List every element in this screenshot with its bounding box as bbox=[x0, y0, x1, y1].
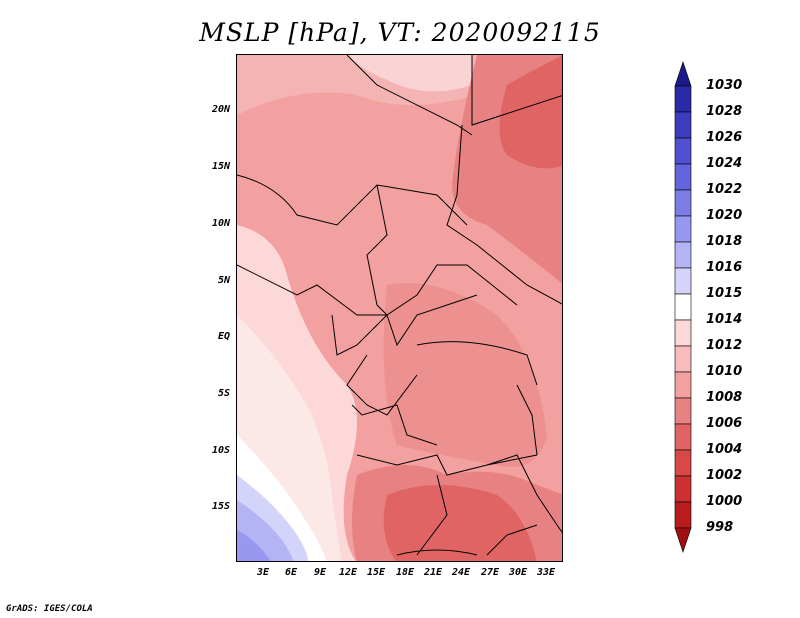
lat-label: 5N bbox=[217, 275, 230, 286]
lon-label: 33E bbox=[537, 567, 556, 578]
lat-label: 20N bbox=[211, 104, 230, 115]
lat-label: 10N bbox=[211, 218, 230, 229]
footer-credit: GrADS: IGES/COLA bbox=[6, 604, 93, 614]
colorbar-level-label: 1030 bbox=[706, 78, 743, 93]
lon-label: 12E bbox=[339, 567, 358, 578]
lon-label: 27E bbox=[481, 567, 500, 578]
colorbar-segment bbox=[674, 345, 692, 373]
colorbar-level-label: 1015 bbox=[706, 286, 743, 301]
colorbar-segment bbox=[674, 319, 692, 347]
colorbar-segment bbox=[674, 111, 692, 139]
colorbar-segment bbox=[674, 397, 692, 425]
colorbar-level-label: 1020 bbox=[706, 208, 743, 223]
colorbar-segment bbox=[674, 449, 692, 477]
lon-label: 30E bbox=[509, 567, 528, 578]
colorbar-segment bbox=[674, 137, 692, 165]
colorbar-level-label: 998 bbox=[706, 520, 734, 535]
colorbar-segment bbox=[674, 163, 692, 191]
lat-label: 15S bbox=[211, 501, 230, 512]
colorbar-segment bbox=[674, 371, 692, 399]
colorbar-level-label: 1010 bbox=[706, 364, 743, 379]
colorbar-bottom-arrow bbox=[674, 527, 692, 553]
colorbar bbox=[674, 61, 692, 553]
lon-label: 6E bbox=[285, 567, 298, 578]
colorbar-top-arrow bbox=[674, 61, 692, 87]
colorbar-level-label: 1004 bbox=[706, 442, 743, 457]
colorbar-segment bbox=[674, 501, 692, 529]
map-panel bbox=[236, 54, 563, 562]
colorbar-level-label: 1024 bbox=[706, 156, 743, 171]
colorbar-level-label: 1016 bbox=[706, 260, 743, 275]
lon-label: 9E bbox=[314, 567, 327, 578]
colorbar-segment bbox=[674, 241, 692, 269]
lat-label: 5S bbox=[217, 388, 230, 399]
lat-label: 15N bbox=[211, 161, 230, 172]
colorbar-segment bbox=[674, 189, 692, 217]
lat-label: 10S bbox=[211, 445, 230, 456]
colorbar-segment bbox=[674, 267, 692, 295]
colorbar-segment bbox=[674, 215, 692, 243]
colorbar-level-label: 1002 bbox=[706, 468, 743, 483]
lat-label: EQ bbox=[217, 331, 230, 342]
lon-label: 18E bbox=[396, 567, 415, 578]
lon-label: 24E bbox=[452, 567, 471, 578]
colorbar-level-label: 1014 bbox=[706, 312, 743, 327]
colorbar-level-label: 1000 bbox=[706, 494, 743, 509]
colorbar-segment bbox=[674, 293, 692, 321]
mslp-field bbox=[237, 55, 562, 561]
map-title: MSLP [hPa], VT: 2020092115 bbox=[199, 18, 601, 47]
lon-label: 15E bbox=[367, 567, 386, 578]
colorbar-segment bbox=[674, 85, 692, 113]
colorbar-level-label: 1006 bbox=[706, 416, 743, 431]
colorbar-level-label: 1008 bbox=[706, 390, 743, 405]
colorbar-segment bbox=[674, 475, 692, 503]
colorbar-level-label: 1028 bbox=[706, 104, 743, 119]
colorbar-segment bbox=[674, 423, 692, 451]
lon-label: 21E bbox=[424, 567, 443, 578]
colorbar-level-label: 1012 bbox=[706, 338, 743, 353]
colorbar-level-label: 1026 bbox=[706, 130, 743, 145]
colorbar-level-label: 1022 bbox=[706, 182, 743, 197]
lon-label: 3E bbox=[257, 567, 270, 578]
colorbar-level-label: 1018 bbox=[706, 234, 743, 249]
